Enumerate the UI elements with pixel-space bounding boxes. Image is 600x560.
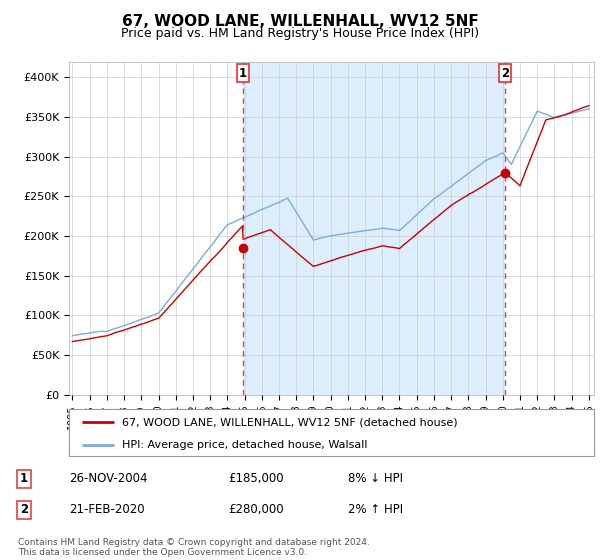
Text: £280,000: £280,000 [228,503,284,516]
Text: 67, WOOD LANE, WILLENHALL, WV12 5NF: 67, WOOD LANE, WILLENHALL, WV12 5NF [122,14,478,29]
Text: 2: 2 [501,67,509,80]
Text: 26-NOV-2004: 26-NOV-2004 [69,472,148,486]
Text: 2: 2 [20,503,28,516]
Text: 67, WOOD LANE, WILLENHALL, WV12 5NF (detached house): 67, WOOD LANE, WILLENHALL, WV12 5NF (det… [121,417,457,427]
Text: 1: 1 [239,67,247,80]
Text: HPI: Average price, detached house, Walsall: HPI: Average price, detached house, Wals… [121,440,367,450]
Text: 1: 1 [20,472,28,486]
Text: Price paid vs. HM Land Registry's House Price Index (HPI): Price paid vs. HM Land Registry's House … [121,27,479,40]
Text: 8% ↓ HPI: 8% ↓ HPI [348,472,403,486]
Text: £185,000: £185,000 [228,472,284,486]
Text: Contains HM Land Registry data © Crown copyright and database right 2024.
This d: Contains HM Land Registry data © Crown c… [18,538,370,557]
Text: 21-FEB-2020: 21-FEB-2020 [69,503,145,516]
Bar [243,62,505,395]
Text: 2% ↑ HPI: 2% ↑ HPI [348,503,403,516]
